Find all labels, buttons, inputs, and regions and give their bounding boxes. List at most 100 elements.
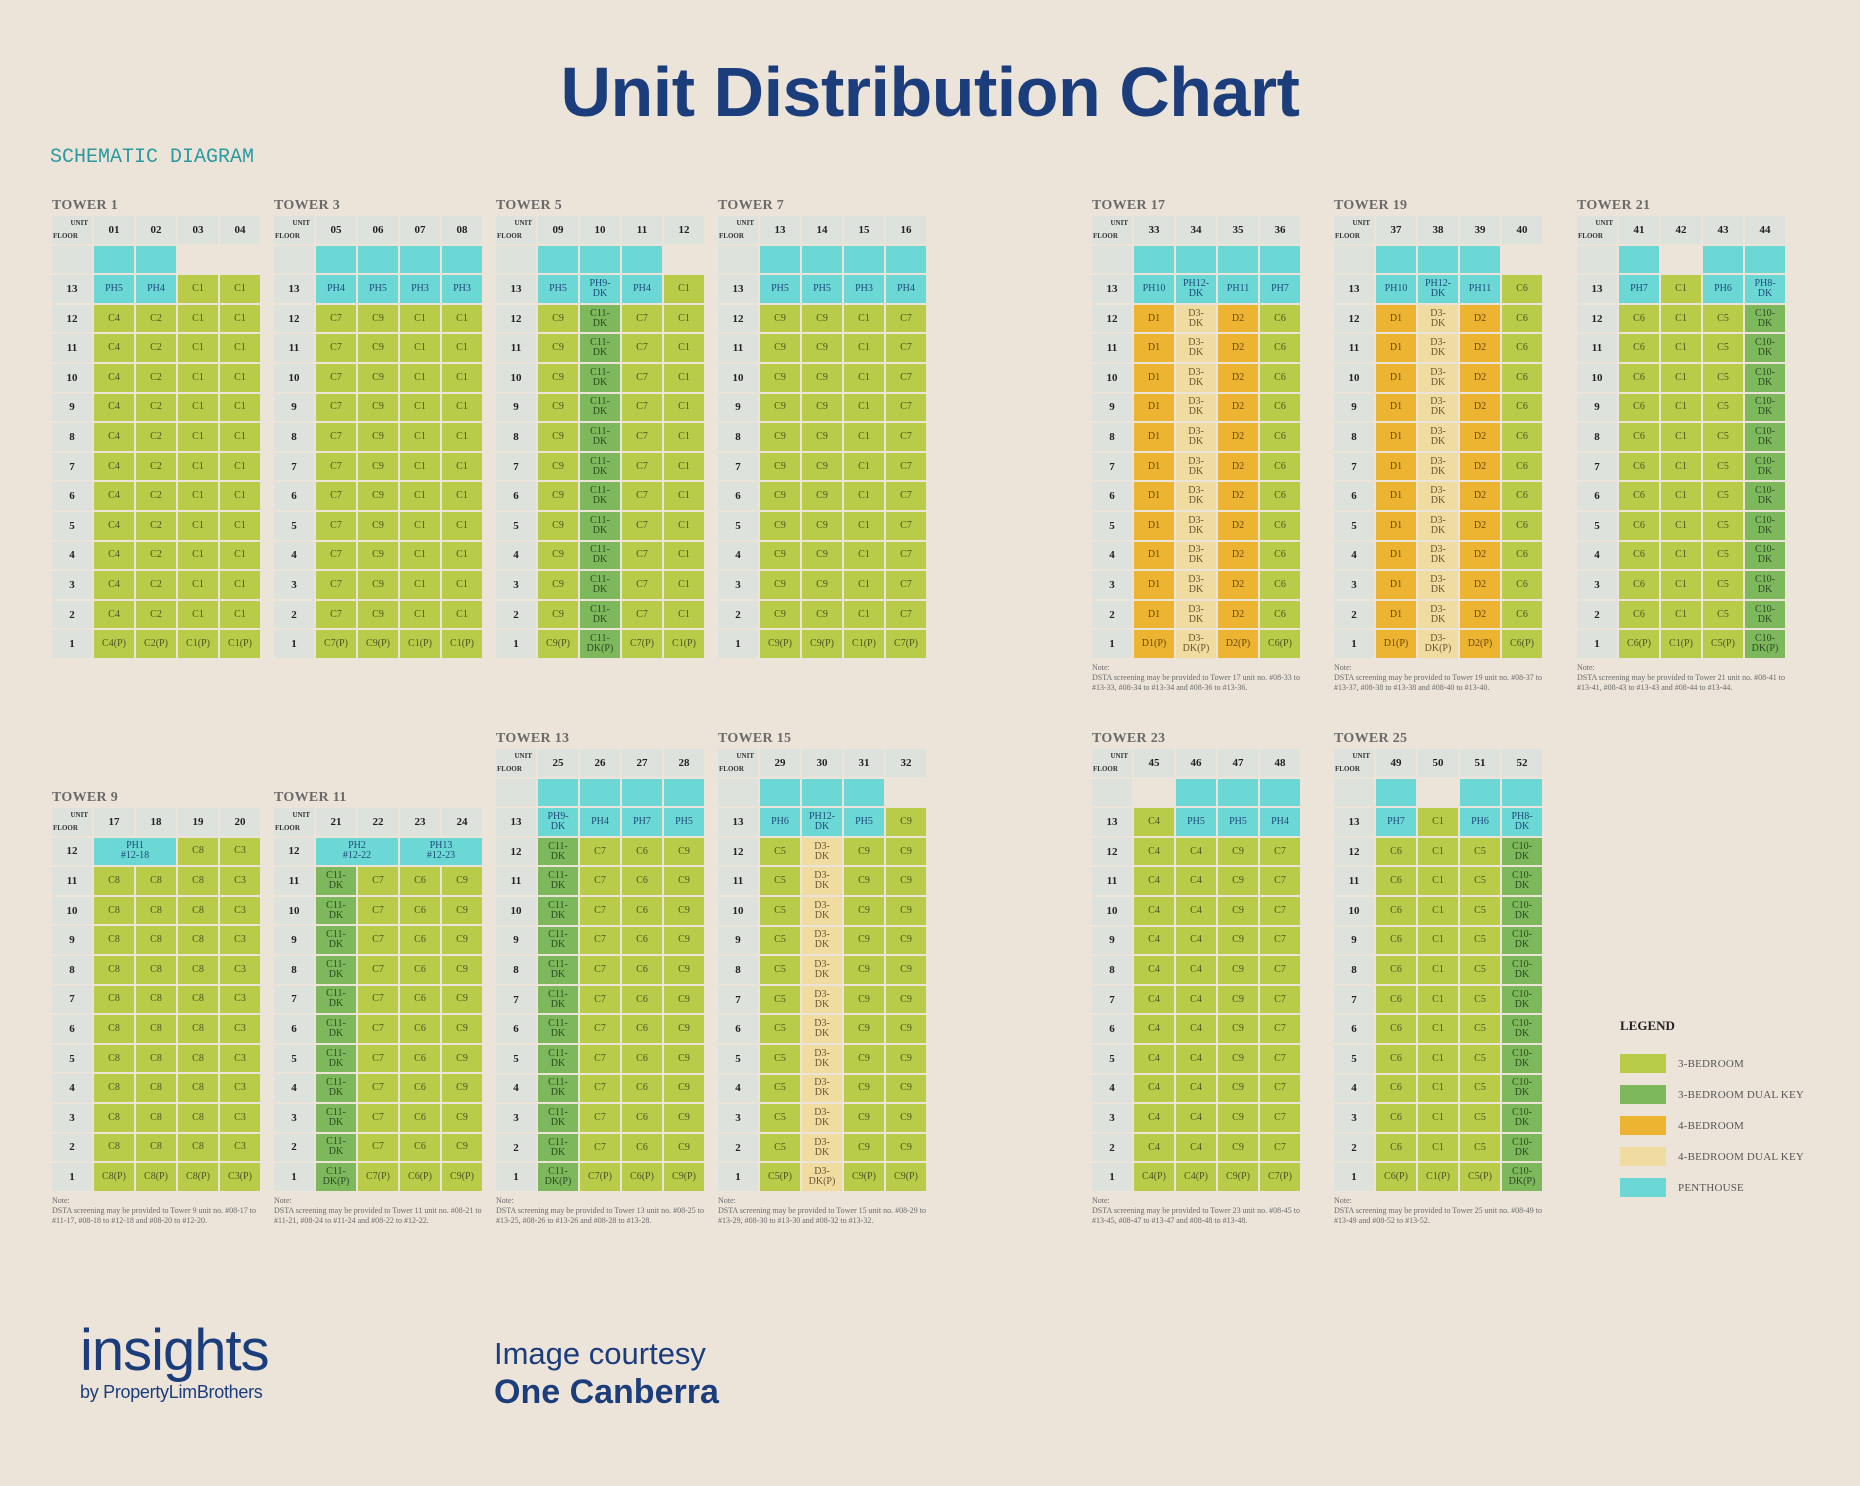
unit-cell[interactable]: C9 [886, 985, 926, 1014]
unit-cell[interactable]: C7 [358, 926, 398, 954]
unit-cell[interactable]: C1 [220, 600, 260, 629]
unit-cell[interactable]: C5 [1703, 393, 1743, 422]
unit-cell[interactable]: C7 [622, 363, 662, 392]
unit-cell[interactable]: C6 [400, 1015, 440, 1043]
unit-cell[interactable]: C9 [886, 1015, 926, 1043]
unit-cell[interactable]: C9 [538, 482, 578, 510]
unit-cell[interactable]: C1 [400, 571, 440, 599]
unit-cell[interactable]: PH4 [886, 275, 926, 303]
unit-cell[interactable]: C6 [1260, 511, 1300, 540]
unit-cell[interactable]: C8(P) [136, 1163, 176, 1191]
unit-cell[interactable]: C2(P) [136, 630, 176, 658]
unit-cell[interactable]: C5 [1460, 1044, 1500, 1073]
unit-cell[interactable]: C9 [886, 956, 926, 984]
unit-cell[interactable]: C6 [1260, 541, 1300, 570]
unit-cell[interactable]: C1 [400, 423, 440, 451]
unit-cell[interactable]: C6 [1619, 571, 1659, 599]
unit-cell[interactable]: C1 [1418, 896, 1458, 925]
unit-cell[interactable]: D1 [1376, 334, 1416, 362]
unit-cell[interactable]: D3- DK [1418, 393, 1458, 422]
unit-cell[interactable]: PH5 [760, 275, 800, 303]
unit-cell[interactable]: C11- DK [580, 363, 620, 392]
unit-cell[interactable]: PH5 [844, 808, 884, 836]
unit-cell[interactable]: C3 [220, 926, 260, 954]
unit-cell[interactable]: D1 [1376, 363, 1416, 392]
unit-cell[interactable]: PH5 [1218, 808, 1258, 836]
unit-cell[interactable]: C8 [94, 867, 134, 895]
unit-cell[interactable]: C6 [1260, 423, 1300, 451]
unit-cell[interactable]: PH4 [580, 808, 620, 836]
unit-cell[interactable]: C7 [358, 955, 398, 984]
unit-cell[interactable]: C9(P) [664, 1163, 704, 1191]
unit-cell[interactable]: C8 [178, 896, 218, 925]
unit-cell[interactable]: C9 [442, 926, 482, 954]
unit-cell[interactable]: C11- DK [316, 926, 356, 954]
unit-cell[interactable]: C7 [316, 393, 356, 422]
unit-cell[interactable]: C11- DK [316, 1015, 356, 1043]
unit-cell[interactable]: C1 [220, 363, 260, 392]
unit-cell[interactable]: C9 [442, 867, 482, 895]
unit-cell[interactable]: C1 [664, 334, 704, 362]
unit-cell[interactable]: C9(P) [1218, 1163, 1258, 1191]
unit-cell[interactable]: C8 [178, 985, 218, 1014]
unit-cell[interactable]: C11- DK [580, 393, 620, 422]
unit-cell[interactable]: C6 [1376, 1015, 1416, 1043]
unit-cell[interactable]: PH9- DK [580, 275, 620, 303]
unit-cell[interactable]: C7 [886, 304, 926, 333]
unit-cell[interactable]: C7(P) [316, 630, 356, 658]
unit-cell[interactable]: C11- DK [538, 1015, 578, 1043]
unit-cell[interactable]: C7 [316, 571, 356, 599]
unit-cell[interactable]: C1 [400, 452, 440, 481]
unit-cell[interactable]: C1(P) [664, 630, 704, 658]
unit-cell[interactable]: C8 [94, 1044, 134, 1073]
unit-cell[interactable]: D2 [1218, 482, 1258, 510]
unit-cell[interactable]: C1 [400, 304, 440, 333]
unit-cell[interactable]: C6 [1260, 334, 1300, 362]
unit-cell[interactable]: C9 [760, 393, 800, 422]
unit-cell[interactable]: C7 [886, 482, 926, 510]
unit-cell[interactable]: C6 [1502, 600, 1542, 629]
unit-cell[interactable]: C2 [136, 393, 176, 422]
unit-cell[interactable]: C1 [1661, 334, 1701, 362]
unit-cell[interactable]: C6 [1619, 334, 1659, 362]
unit-cell[interactable]: C5 [1460, 1133, 1500, 1162]
unit-cell[interactable]: C10- DK [1745, 511, 1785, 540]
unit-cell[interactable]: C4 [1176, 867, 1216, 895]
unit-cell[interactable]: C7(P) [358, 1163, 398, 1191]
unit-cell[interactable]: C1 [664, 600, 704, 629]
unit-cell[interactable]: C9 [802, 541, 842, 570]
unit-cell[interactable]: C1(P) [178, 630, 218, 658]
unit-cell[interactable]: C4 [1134, 1015, 1174, 1043]
unit-cell[interactable]: C9 [358, 304, 398, 333]
unit-cell[interactable]: C9 [760, 334, 800, 362]
unit-cell[interactable]: C6 [1619, 423, 1659, 451]
unit-cell[interactable]: C1 [442, 334, 482, 362]
unit-cell[interactable]: C7 [886, 541, 926, 570]
unit-cell[interactable]: C1 [1661, 393, 1701, 422]
unit-cell[interactable]: PH5 [802, 275, 842, 303]
unit-cell[interactable]: C11- DK [538, 837, 578, 866]
unit-cell[interactable]: C6 [1502, 541, 1542, 570]
unit-cell[interactable]: C1 [664, 393, 704, 422]
unit-cell[interactable]: PH6 [1460, 808, 1500, 836]
unit-cell[interactable]: C7 [580, 985, 620, 1014]
unit-cell[interactable]: C4 [94, 541, 134, 570]
unit-cell[interactable]: D3- DK(P) [1418, 630, 1458, 658]
unit-cell[interactable]: C2 [136, 571, 176, 599]
unit-cell[interactable]: C7 [580, 956, 620, 984]
unit-cell[interactable]: C9 [844, 1074, 884, 1103]
unit-cell[interactable]: C5(P) [760, 1163, 800, 1191]
unit-cell[interactable]: C10- DK [1745, 363, 1785, 392]
unit-cell[interactable]: C9 [664, 985, 704, 1014]
unit-cell[interactable]: C6 [1502, 363, 1542, 392]
unit-cell[interactable]: C1 [178, 541, 218, 570]
unit-cell[interactable]: C11- DK [580, 304, 620, 333]
unit-cell[interactable]: C11- DK [538, 985, 578, 1014]
unit-cell[interactable]: C8 [136, 1103, 176, 1132]
unit-cell[interactable]: C1 [1661, 571, 1701, 599]
unit-cell[interactable]: C4 [94, 482, 134, 510]
unit-cell[interactable]: C9 [664, 867, 704, 895]
unit-cell[interactable]: C1 [844, 482, 884, 510]
unit-cell[interactable]: C4 [1134, 1074, 1174, 1103]
unit-cell[interactable]: C9 [802, 600, 842, 629]
